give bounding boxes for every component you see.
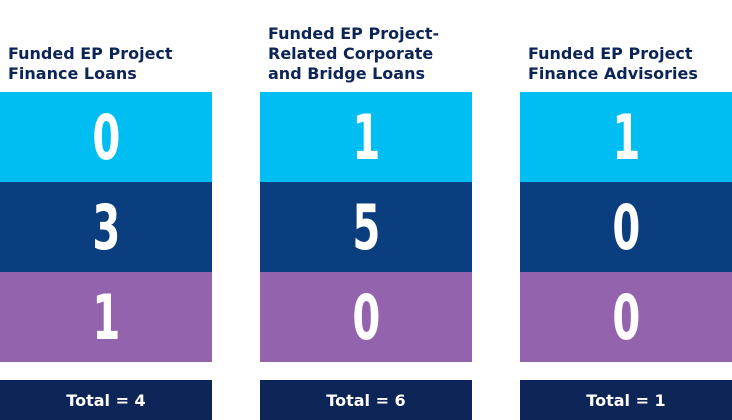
title-line: Funded EP Project (8, 44, 173, 63)
column: Funded EP Project Finance Loans 0 3 1 Total =… (0, 0, 212, 420)
title-line: Funded EP Project (528, 44, 693, 63)
title-line: Related Corporate (268, 44, 434, 63)
column: Funded EP Project Finance Advisories 1 0 0 To… (520, 0, 732, 420)
value: 5 (352, 190, 380, 264)
value: 0 (92, 100, 120, 174)
column-title: Funded EP Project Finance Loans (0, 0, 212, 84)
total-label: Total = 6 (260, 380, 472, 420)
value: 1 (612, 100, 640, 174)
value-cell: 0 (260, 272, 472, 362)
value-cell: 1 (0, 272, 212, 362)
value: 3 (92, 190, 120, 264)
value-cell: 0 (0, 92, 212, 182)
title-line: Funded EP Project- (268, 24, 440, 43)
value-cell: 3 (0, 182, 212, 272)
value-cell: 0 (520, 272, 732, 362)
value-cell: 0 (520, 182, 732, 272)
column-title: Funded EP Project- Related Corporate and B… (260, 0, 472, 84)
total-label: Total = 1 (520, 380, 732, 420)
title-line: and Bridge Loans (268, 64, 426, 83)
title-line: Finance Loans (8, 64, 137, 83)
column: Funded EP Project- Related Corporate and B… (260, 0, 472, 420)
title-line: Finance Advisories (528, 64, 698, 83)
value: 1 (352, 100, 380, 174)
value: 1 (92, 280, 120, 354)
value: 0 (352, 280, 380, 354)
total-label: Total = 4 (0, 380, 212, 420)
value-cell: 1 (520, 92, 732, 182)
column-title: Funded EP Project Finance Advisories (520, 0, 732, 84)
value-cell: 1 (260, 92, 472, 182)
value: 0 (612, 190, 640, 264)
value: 0 (612, 280, 640, 354)
value-cell: 5 (260, 182, 472, 272)
